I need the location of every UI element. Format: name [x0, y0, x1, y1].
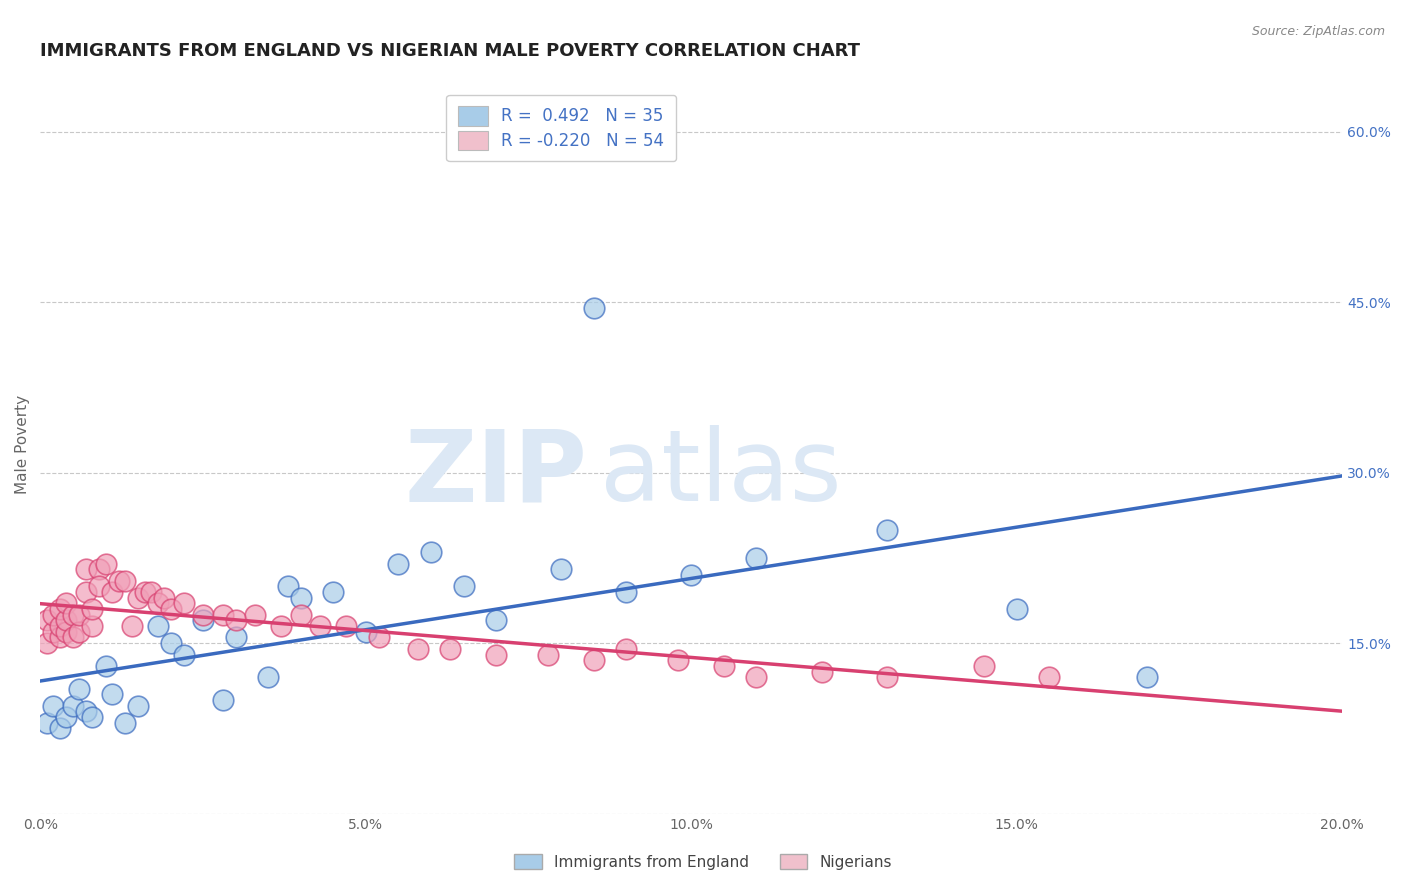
Text: ZIP: ZIP	[405, 425, 588, 523]
Point	[146, 619, 169, 633]
Point	[121, 619, 143, 633]
Point	[810, 665, 832, 679]
Point	[550, 562, 572, 576]
Point	[35, 614, 58, 628]
Point	[191, 614, 214, 628]
Point	[114, 574, 136, 588]
Point	[309, 619, 332, 633]
Point	[485, 614, 508, 628]
Point	[354, 624, 377, 639]
Point	[114, 715, 136, 730]
Point	[277, 579, 299, 593]
Point	[55, 596, 77, 610]
Point	[134, 585, 156, 599]
Point	[876, 523, 898, 537]
Point	[62, 607, 84, 622]
Point	[82, 710, 104, 724]
Point	[713, 658, 735, 673]
Point	[211, 693, 233, 707]
Text: atlas: atlas	[600, 425, 842, 523]
Point	[49, 631, 72, 645]
Point	[49, 602, 72, 616]
Point	[69, 681, 91, 696]
Point	[322, 585, 344, 599]
Legend: Immigrants from England, Nigerians: Immigrants from England, Nigerians	[506, 846, 900, 877]
Point	[82, 602, 104, 616]
Point	[225, 614, 247, 628]
Point	[146, 596, 169, 610]
Point	[127, 698, 149, 713]
Point	[87, 579, 110, 593]
Point	[87, 562, 110, 576]
Point	[257, 670, 280, 684]
Point	[537, 648, 560, 662]
Point	[191, 607, 214, 622]
Point	[745, 670, 768, 684]
Point	[745, 551, 768, 566]
Point	[69, 624, 91, 639]
Point	[55, 710, 77, 724]
Point	[173, 648, 195, 662]
Point	[35, 715, 58, 730]
Point	[49, 619, 72, 633]
Point	[62, 631, 84, 645]
Point	[614, 585, 637, 599]
Point	[69, 607, 91, 622]
Point	[55, 624, 77, 639]
Point	[94, 557, 117, 571]
Point	[290, 607, 312, 622]
Point	[1038, 670, 1060, 684]
Point	[335, 619, 357, 633]
Point	[406, 641, 429, 656]
Point	[245, 607, 267, 622]
Point	[681, 568, 703, 582]
Point	[211, 607, 233, 622]
Point	[127, 591, 149, 605]
Point	[582, 653, 605, 667]
Point	[270, 619, 292, 633]
Point	[582, 301, 605, 315]
Point	[485, 648, 508, 662]
Point	[225, 631, 247, 645]
Y-axis label: Male Poverty: Male Poverty	[15, 395, 30, 494]
Point	[173, 596, 195, 610]
Point	[75, 704, 97, 718]
Point	[75, 585, 97, 599]
Point	[159, 636, 181, 650]
Point	[159, 602, 181, 616]
Point	[153, 591, 176, 605]
Point	[367, 631, 389, 645]
Text: IMMIGRANTS FROM ENGLAND VS NIGERIAN MALE POVERTY CORRELATION CHART: IMMIGRANTS FROM ENGLAND VS NIGERIAN MALE…	[41, 42, 860, 60]
Point	[453, 579, 475, 593]
Point	[1005, 602, 1028, 616]
Point	[101, 687, 124, 701]
Legend: R =  0.492   N = 35, R = -0.220   N = 54: R = 0.492 N = 35, R = -0.220 N = 54	[446, 95, 676, 161]
Point	[876, 670, 898, 684]
Point	[62, 698, 84, 713]
Point	[387, 557, 409, 571]
Point	[94, 658, 117, 673]
Point	[55, 614, 77, 628]
Point	[35, 636, 58, 650]
Point	[49, 722, 72, 736]
Point	[1136, 670, 1159, 684]
Point	[101, 585, 124, 599]
Point	[139, 585, 162, 599]
Point	[290, 591, 312, 605]
Point	[107, 574, 129, 588]
Point	[439, 641, 461, 656]
Point	[666, 653, 689, 667]
Point	[42, 607, 65, 622]
Point	[42, 624, 65, 639]
Point	[82, 619, 104, 633]
Point	[42, 698, 65, 713]
Point	[614, 641, 637, 656]
Point	[420, 545, 443, 559]
Point	[75, 562, 97, 576]
Point	[973, 658, 995, 673]
Text: Source: ZipAtlas.com: Source: ZipAtlas.com	[1251, 25, 1385, 38]
